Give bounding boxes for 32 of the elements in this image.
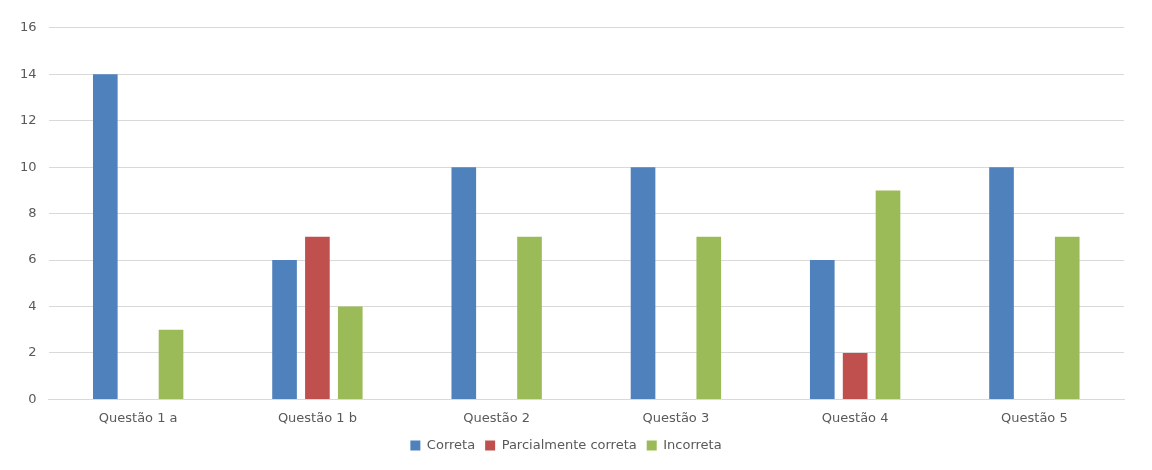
legend-label: Parcialmente correta [501,436,637,452]
bar [630,167,656,399]
y-tick-label: 10 [20,158,37,174]
bar [989,167,1014,399]
bar [451,167,477,399]
y-tick-label: 8 [28,204,37,220]
y-tick-label: 0 [28,390,37,406]
bar [337,306,363,399]
y-tick-label: 14 [20,65,37,81]
x-tick-label: Questão 1 b [277,409,357,425]
x-tick-label: Questão 5 [1001,409,1068,425]
y-tick-label: 6 [28,251,37,267]
y-tick-label: 12 [20,112,37,128]
bar [875,190,901,399]
bar [696,236,722,399]
y-tick-label: 16 [20,19,37,35]
x-tick-label: Questão 1 a [98,409,178,425]
bar [158,329,184,399]
bar [272,260,297,399]
bar [1054,236,1080,399]
bar [517,236,542,399]
y-tick-label: 2 [28,344,37,360]
bar [809,260,835,399]
y-tick-label: 4 [28,297,37,313]
legend-label: Correta [426,436,476,452]
bar [305,236,330,399]
x-tick-label: Questão 4 [821,409,889,425]
bar [842,352,868,399]
bar [92,74,118,399]
x-tick-label: Questão 3 [642,409,710,425]
x-tick-label: Questão 2 [463,409,530,425]
legend-label: Incorreta [663,436,722,452]
